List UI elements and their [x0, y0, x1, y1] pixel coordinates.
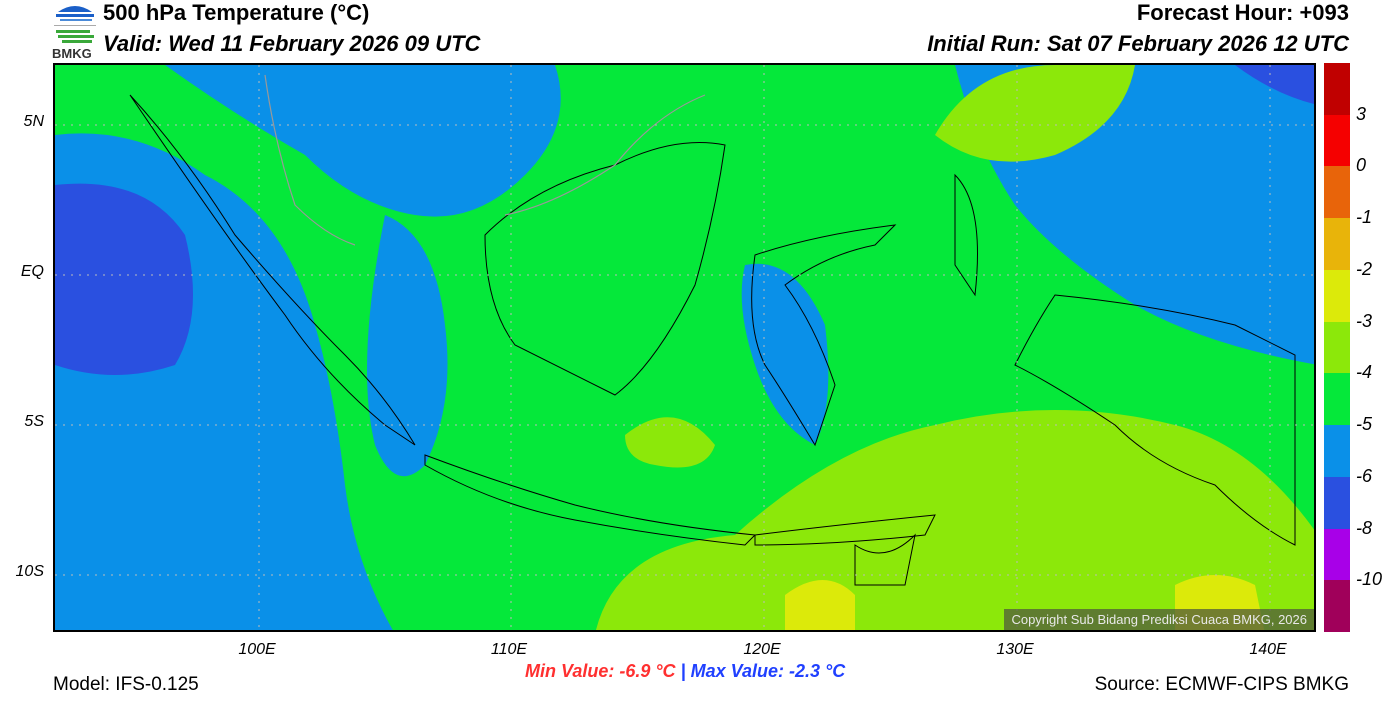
- cold-region-sulawesi: [741, 263, 829, 445]
- colorbar-segment: [1324, 114, 1350, 167]
- max-value: Max Value: -2.3 °C: [690, 661, 846, 681]
- colorbar-segment: [1324, 373, 1350, 426]
- colorbar-segment: [1324, 218, 1350, 271]
- colorbar-label: 0: [1356, 155, 1367, 176]
- lon-label: 140E: [1249, 641, 1287, 658]
- min-value: Min Value: -6.9 °C: [525, 661, 676, 681]
- lon-label: 130E: [996, 641, 1034, 658]
- bmkg-logo: BMKG: [52, 2, 98, 61]
- map-field: [55, 65, 1314, 630]
- colorbar-label: -1: [1356, 207, 1373, 228]
- colorbar-label: -4: [1356, 362, 1373, 383]
- copyright-notice: Copyright Sub Bidang Prediksi Cuaca BMKG…: [1004, 609, 1314, 630]
- colorbar-segment: [1324, 580, 1350, 633]
- colorbar-segment: [1324, 321, 1350, 374]
- colorbar-label: -6: [1356, 465, 1373, 486]
- lat-label: 5N: [23, 113, 44, 130]
- colorbar-label: -3: [1356, 310, 1373, 331]
- colder-region-west: [55, 183, 193, 375]
- logo-text: BMKG: [52, 46, 92, 61]
- initial-run: Initial Run: Sat 07 February 2026 12 UTC: [927, 31, 1349, 56]
- lon-label: 110E: [490, 641, 528, 658]
- colorbar-segment: [1324, 166, 1350, 219]
- model-label: Model: IFS-0.125: [53, 674, 199, 695]
- cold-region-north: [165, 65, 561, 217]
- map-title: 500 hPa Temperature (°C): [103, 0, 370, 25]
- lat-label: 5S: [24, 413, 44, 430]
- colorbar-label: -2: [1356, 258, 1373, 279]
- colorbar-segment: [1324, 528, 1350, 581]
- colorbar: [1324, 63, 1350, 633]
- lat-label: EQ: [20, 263, 44, 280]
- coastlines: [129, 94, 1296, 586]
- lat-label: 10S: [15, 563, 44, 580]
- warm-region-north: [935, 65, 1135, 162]
- forecast-hour: Forecast Hour: +093: [1136, 0, 1349, 25]
- colder-region-east: [1235, 65, 1314, 104]
- temperature-map: [53, 63, 1316, 632]
- colorbar-segment: [1324, 425, 1350, 478]
- warmest-region-1: [785, 580, 855, 630]
- cold-region-sumatra-strait: [367, 215, 448, 477]
- lon-label: 120E: [743, 641, 781, 658]
- colorbar-segment: [1324, 476, 1350, 530]
- source-label: Source: ECMWF-CIPS BMKG: [1094, 674, 1349, 695]
- separator: |: [680, 661, 686, 681]
- warm-region-mid: [625, 417, 715, 468]
- colorbar-label: -10: [1356, 569, 1383, 590]
- lon-label: 100E: [238, 641, 276, 658]
- min-max-values: Min Value: -6.9 °C | Max Value: -2.3 °C: [525, 661, 845, 682]
- valid-time: Valid: Wed 11 February 2026 09 UTC: [103, 31, 481, 56]
- colorbar-label: -5: [1356, 414, 1373, 435]
- colorbar-label: 3: [1356, 103, 1367, 124]
- colorbar-segment: [1324, 63, 1350, 116]
- colorbar-segment: [1324, 269, 1350, 323]
- colorbar-label: -8: [1356, 517, 1373, 538]
